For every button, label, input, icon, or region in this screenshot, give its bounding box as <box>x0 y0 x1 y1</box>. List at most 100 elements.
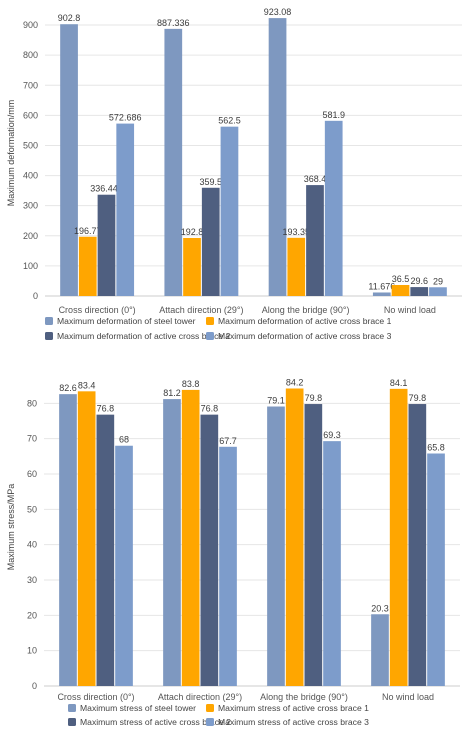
data-label: 562.5 <box>218 116 241 126</box>
data-label: 83.8 <box>182 379 200 389</box>
data-label: 11.676 <box>368 281 395 291</box>
bar-series-3 <box>410 287 429 296</box>
y-tick-label: 600 <box>23 110 38 120</box>
legend-label: Maximum deformation of steel tower <box>57 316 196 326</box>
y-tick-label: 0 <box>32 681 37 691</box>
bar-series-4 <box>427 453 445 686</box>
y-tick-label: 0 <box>33 291 38 301</box>
data-label: 192.8 <box>181 227 204 237</box>
data-label: 81.2 <box>163 388 181 398</box>
data-label: 69.3 <box>323 430 341 440</box>
data-label: 76.8 <box>201 404 219 414</box>
data-label: 79.8 <box>305 393 323 403</box>
data-label: 82.6 <box>59 383 77 393</box>
legend-swatch <box>206 704 214 712</box>
bar-series-3 <box>306 185 324 296</box>
bar-series-1 <box>371 614 389 686</box>
data-label: 84.1 <box>390 378 408 388</box>
x-category-label: Along the bridge (90°) <box>260 692 348 702</box>
y-tick-label: 500 <box>23 140 38 150</box>
data-label: 902.8 <box>58 13 81 23</box>
y-tick-label: 70 <box>27 434 37 444</box>
bar-series-3 <box>97 194 116 296</box>
legend-label: Maximum stress of active cross brace 2 <box>80 717 231 727</box>
legend-label: Maximum deformation of active cross brac… <box>57 331 231 341</box>
y-tick-label: 20 <box>27 610 37 620</box>
x-category-label: No wind load <box>382 692 434 702</box>
bar-series-2 <box>389 388 408 686</box>
bar-series-2 <box>183 237 201 296</box>
bar-series-2 <box>78 236 97 296</box>
bar-series-1 <box>60 24 78 296</box>
y-tick-label: 300 <box>23 201 38 211</box>
legend-label: Maximum stress of steel tower <box>80 703 196 713</box>
y-tick-label: 80 <box>27 398 37 408</box>
y-tick-label: 900 <box>23 20 38 30</box>
bar-series-2 <box>391 285 410 296</box>
data-label: 76.8 <box>97 404 115 414</box>
bar-series-1 <box>59 394 77 686</box>
y-tick-label: 100 <box>23 261 38 271</box>
legend-swatch <box>45 332 53 340</box>
data-label: 359.5 <box>199 177 222 187</box>
data-label: 29.6 <box>410 276 428 286</box>
bar-series-1 <box>267 406 285 686</box>
y-tick-label: 10 <box>27 646 37 656</box>
bar-series-4 <box>116 123 135 296</box>
bar-series-4 <box>219 446 237 686</box>
x-category-label: Cross direction (0°) <box>59 305 136 315</box>
data-label: 65.8 <box>427 443 445 453</box>
data-label: 20.3 <box>371 603 389 613</box>
bar-series-3 <box>408 404 427 686</box>
deformation-chart: 0 100 200 300 400 500 600 700 800 900 Maximum defo… <box>6 7 462 341</box>
bar-series-3 <box>201 187 220 296</box>
y-axis-label: Maximum deformation/mm <box>6 100 16 207</box>
legend-swatch <box>45 317 53 325</box>
y-tick-label: 800 <box>23 50 38 60</box>
data-label: 67.7 <box>219 436 237 446</box>
bar-series-2 <box>285 388 304 686</box>
legend-swatch <box>68 718 76 726</box>
y-tick-label: 30 <box>27 575 37 585</box>
legend-label: Maximum stress of active cross brace 3 <box>218 717 369 727</box>
data-label: 79.8 <box>409 393 427 403</box>
bar-series-1 <box>164 28 183 296</box>
data-label: 368.4 <box>304 174 327 184</box>
x-category-label: Cross direction (0°) <box>57 692 134 702</box>
legend-label: Maximum deformation of active cross brac… <box>218 331 392 341</box>
bar-series-2 <box>287 237 306 296</box>
bar-series-2 <box>181 389 200 686</box>
data-label: 29 <box>433 276 443 286</box>
bar-series-4 <box>220 126 239 296</box>
legend-label: Maximum deformation of active cross brac… <box>218 316 392 326</box>
x-category-label: Attach direction (29°) <box>159 305 243 315</box>
data-label: 68 <box>119 435 129 445</box>
x-category-label: No wind load <box>384 305 436 315</box>
data-label: 193.35 <box>282 227 310 237</box>
bar-series-1 <box>372 292 391 296</box>
x-category-label: Attach direction (29°) <box>158 692 242 702</box>
bar-series-3 <box>200 414 219 686</box>
data-label: 581.9 <box>322 110 345 120</box>
y-tick-label: 40 <box>27 540 37 550</box>
x-category-label: Along the bridge (90°) <box>262 305 350 315</box>
bar-series-4 <box>115 445 133 686</box>
legend-swatch <box>68 704 76 712</box>
bar-series-1 <box>163 399 181 686</box>
y-axis-label: Maximum stress/MPa <box>6 484 16 571</box>
bar-series-2 <box>77 391 96 686</box>
data-label: 923.08 <box>264 7 292 17</box>
data-label: 84.2 <box>286 377 304 387</box>
data-label: 83.4 <box>78 380 96 390</box>
bar-series-1 <box>268 18 287 296</box>
data-label: 887.336 <box>157 18 190 28</box>
legend-swatch <box>206 718 214 726</box>
y-tick-label: 50 <box>27 504 37 514</box>
y-tick-label: 60 <box>27 469 37 479</box>
data-label: 196.77 <box>74 226 102 236</box>
legend-swatch <box>206 317 214 325</box>
bar-series-4 <box>323 441 341 686</box>
y-tick-label: 200 <box>23 231 38 241</box>
bar-series-4 <box>429 287 447 296</box>
